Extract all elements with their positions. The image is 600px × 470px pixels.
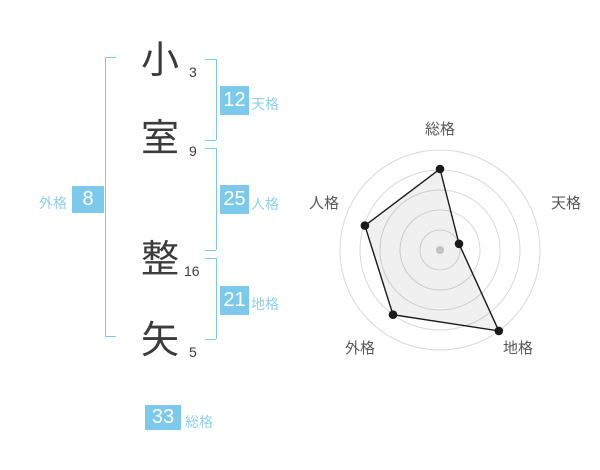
svg-text:人格: 人格 xyxy=(309,195,339,212)
svg-text:天格: 天格 xyxy=(551,195,581,212)
svg-text:外格: 外格 xyxy=(345,340,375,357)
svg-text:総格: 総格 xyxy=(425,121,455,138)
svg-text:地格: 地格 xyxy=(503,340,533,357)
